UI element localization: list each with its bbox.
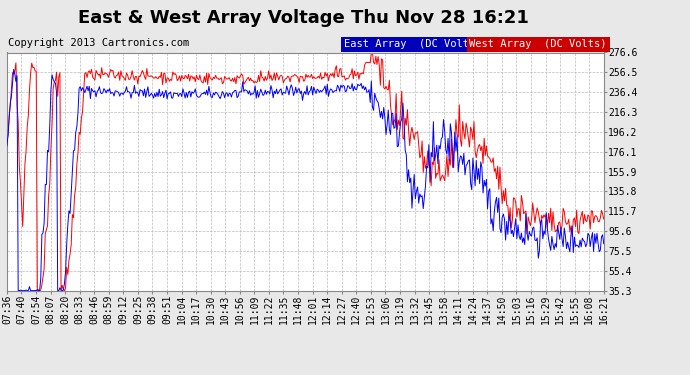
Text: East & West Array Voltage Thu Nov 28 16:21: East & West Array Voltage Thu Nov 28 16:… xyxy=(78,9,529,27)
Text: West Array  (DC Volts): West Array (DC Volts) xyxy=(469,39,607,50)
Text: Copyright 2013 Cartronics.com: Copyright 2013 Cartronics.com xyxy=(8,38,190,48)
Text: East Array  (DC Volts): East Array (DC Volts) xyxy=(344,39,482,50)
